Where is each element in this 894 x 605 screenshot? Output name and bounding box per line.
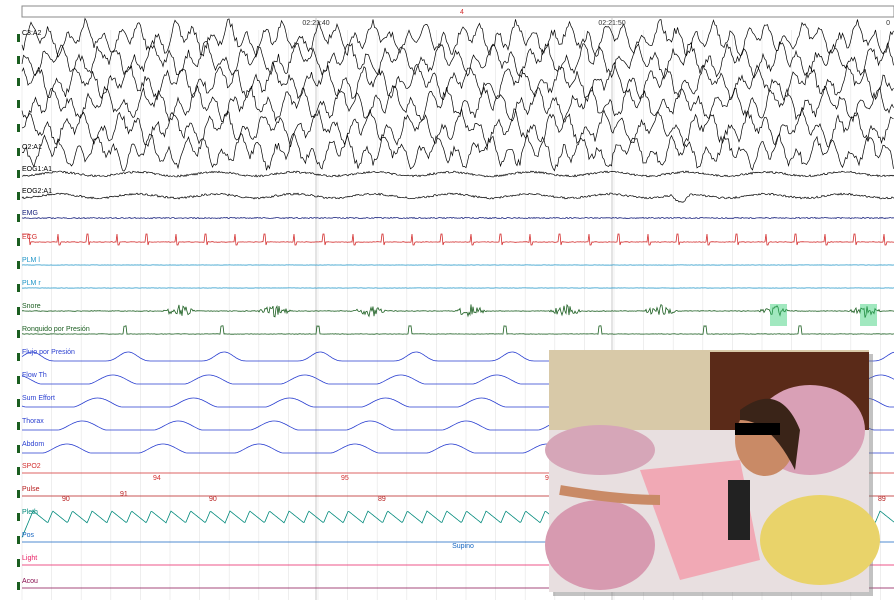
channel-label: EOG2:A1	[22, 188, 52, 195]
channel-tick	[17, 170, 20, 178]
time-label: 0	[886, 20, 890, 27]
channel-tick	[17, 536, 20, 544]
channel-tick	[17, 307, 20, 315]
trace	[22, 171, 894, 177]
channel-tick	[17, 490, 20, 498]
trace	[22, 193, 894, 202]
channel-label: Acou	[22, 578, 38, 585]
channel-label: Thorax	[22, 418, 44, 425]
belt-device	[728, 480, 750, 540]
trace	[22, 133, 894, 171]
channel-tick	[17, 78, 20, 86]
channel-label: O2:A1	[22, 144, 42, 151]
trace	[22, 234, 894, 245]
pillow	[545, 425, 655, 475]
channel-tick	[17, 124, 20, 132]
channel-label: Snore	[22, 303, 41, 310]
channel-label: PLM l	[22, 257, 40, 264]
channel-tick	[17, 467, 20, 475]
channel-label: ECG	[22, 234, 37, 241]
pillow-yellow	[760, 495, 880, 585]
blanket	[545, 500, 655, 590]
trace	[22, 326, 894, 334]
pulse-value: 89	[878, 496, 886, 503]
page-number: 4	[460, 9, 464, 16]
channel-tick	[17, 422, 20, 430]
page: 4 02:21:40 02:21:50 0 C3:A2 O2:A1 EOG1:A1 EOG2…	[0, 0, 894, 600]
channel-label: Pleth	[22, 509, 38, 516]
channel-label: C3:A2	[22, 30, 42, 37]
pulse-value: 90	[62, 496, 70, 503]
channel-label: SPO2	[22, 463, 41, 470]
trace	[22, 41, 894, 78]
channel-tick	[17, 238, 20, 246]
channel-label: PLM r	[22, 280, 41, 287]
channel-label: Sum Effort	[22, 395, 55, 402]
channel-tick	[17, 582, 20, 590]
pulse-value: 90	[209, 496, 217, 503]
channel-tick	[17, 559, 20, 567]
trace	[22, 62, 894, 101]
channel-tick	[17, 100, 20, 108]
channel-tick	[17, 148, 20, 156]
trace	[22, 19, 894, 58]
time-label: 02:21:50	[598, 20, 625, 27]
channel-tick	[17, 330, 20, 338]
channel-label: Flujo por Presión	[22, 349, 75, 356]
channel-tick	[17, 399, 20, 407]
pulse-value: 89	[378, 496, 386, 503]
polysomnography-view: 4 02:21:40 02:21:50 0 C3:A2 O2:A1 EOG1:A1 EOG2…	[0, 0, 894, 600]
channel-tick	[17, 214, 20, 222]
channel-label: Flow Th	[22, 372, 47, 379]
channel-tick	[17, 376, 20, 384]
channel-tick	[17, 513, 20, 521]
channel-label: Light	[22, 555, 37, 562]
channel-label: Abdom	[22, 441, 44, 448]
channel-label: EOG1:A1	[22, 166, 52, 173]
page-bar	[22, 6, 894, 17]
channel-tick	[17, 353, 20, 361]
trace	[22, 304, 894, 317]
channel-label: Pulse	[22, 486, 40, 493]
snore-highlight	[770, 304, 787, 326]
channel-tick	[17, 261, 20, 269]
channel-label: Pos	[22, 532, 35, 539]
face-mask	[735, 423, 780, 435]
spo2-value: 94	[153, 475, 161, 482]
snore-highlight	[860, 304, 877, 326]
trace	[22, 217, 894, 218]
patient-photo	[545, 350, 880, 596]
position-value: Supino	[452, 543, 474, 550]
time-label: 02:21:40	[302, 20, 329, 27]
pulse-value: 91	[120, 491, 128, 498]
channel-tick	[17, 192, 20, 200]
channel-tick	[17, 34, 20, 42]
channel-tick	[17, 284, 20, 292]
spo2-value: 95	[341, 475, 349, 482]
channel-label: Ronquido por Presión	[22, 326, 90, 333]
channel-label: EMG	[22, 210, 38, 217]
channel-tick	[17, 56, 20, 64]
channel-tick	[17, 445, 20, 453]
